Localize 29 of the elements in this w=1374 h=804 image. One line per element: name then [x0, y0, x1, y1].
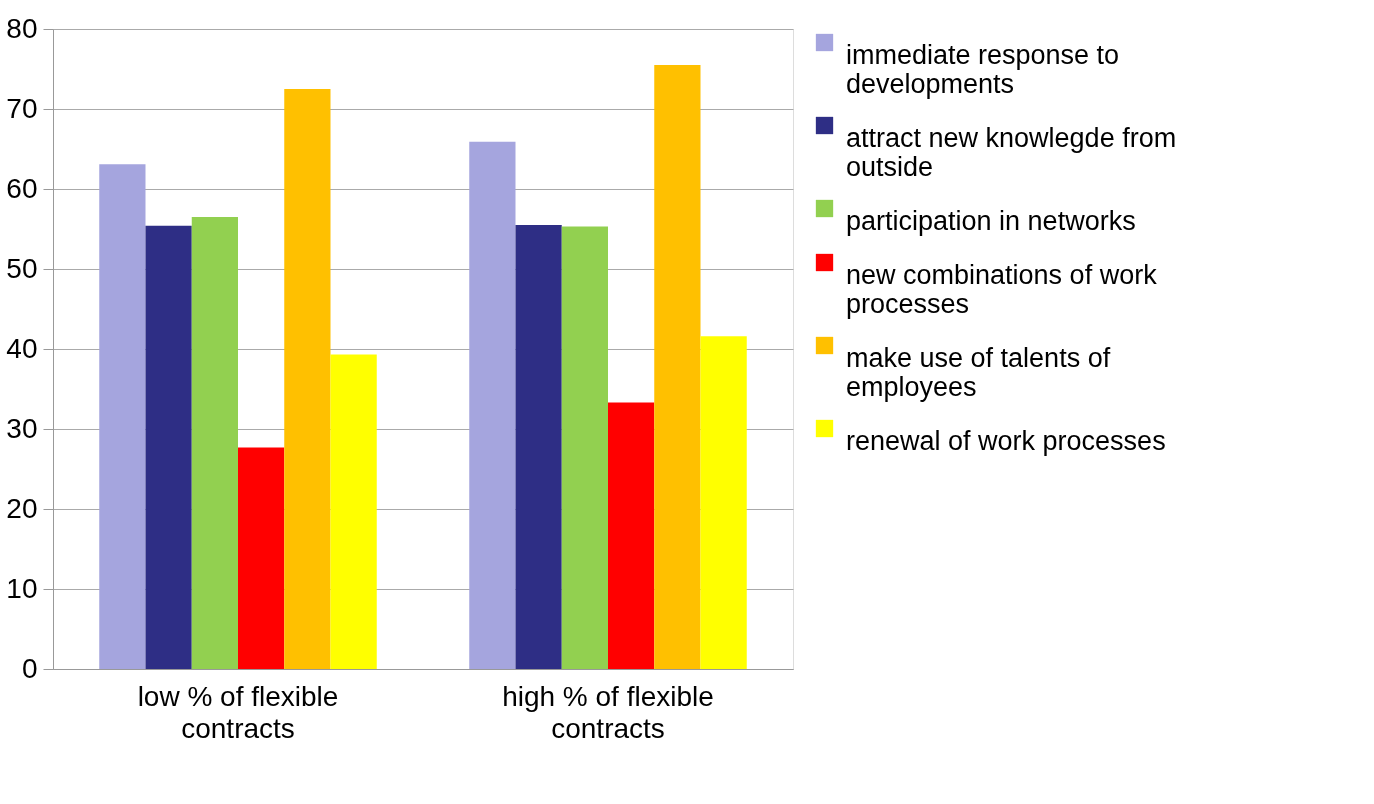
- bar: [238, 447, 285, 669]
- y-tick-label: 80: [6, 12, 38, 44]
- bar: [99, 164, 146, 669]
- bar: [191, 217, 238, 669]
- y-tick-label: 40: [6, 332, 38, 364]
- bar: [561, 226, 608, 669]
- bar: [700, 336, 747, 669]
- bar: [654, 65, 701, 669]
- y-tick-label: 10: [6, 572, 38, 604]
- y-tick-label: 60: [6, 172, 38, 204]
- y-tick-label: 50: [6, 252, 38, 284]
- y-tick-label: 0: [21, 652, 38, 684]
- y-tick-label: 70: [6, 92, 38, 124]
- legend-label: renewal of work processes: [846, 425, 1166, 456]
- legend-label: immediate response to developments: [846, 39, 1120, 99]
- bar: [284, 89, 331, 669]
- legend-label: make use of talents of employees: [846, 342, 1111, 402]
- legend-label: attract new knowlegde from outside: [846, 122, 1177, 182]
- bar: [515, 225, 562, 669]
- bar: [469, 141, 516, 669]
- x-tick-label: high % of flexible contracts: [502, 680, 714, 744]
- legend-label: participation in networks: [846, 205, 1136, 236]
- legend-label: new combinations of work processes: [846, 259, 1158, 319]
- bar: [330, 354, 377, 669]
- y-tick-label: 20: [6, 492, 38, 524]
- y-tick-label: 30: [6, 412, 38, 444]
- x-tick-label: low % of flexible contracts: [137, 680, 339, 744]
- bar: [145, 225, 192, 669]
- bar: [608, 402, 655, 669]
